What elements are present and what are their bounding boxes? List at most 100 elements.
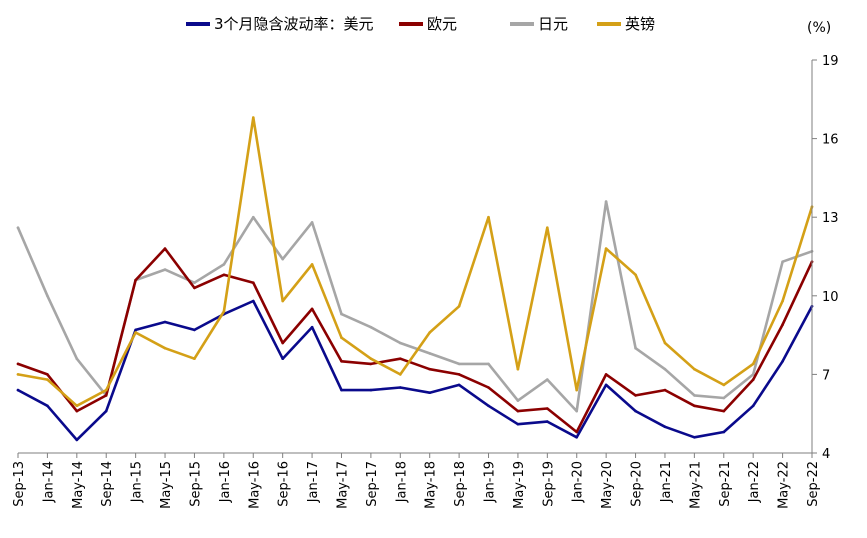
legend-label-0: 3个月隐含波动率：美元	[214, 15, 374, 33]
x-tick-label: Jan-21	[659, 461, 674, 503]
x-tick-label: Sep-21	[718, 461, 733, 507]
data-point	[457, 373, 461, 376]
data-point	[781, 360, 784, 363]
x-tick-label: May-18	[424, 461, 439, 509]
data-point	[134, 278, 137, 282]
data-point	[193, 286, 196, 290]
data-point	[222, 273, 226, 277]
x-tick-label: Sep-20	[630, 461, 645, 507]
data-point	[163, 346, 167, 350]
y-tick-label: 10	[822, 290, 839, 305]
data-point	[693, 367, 696, 371]
data-point	[281, 357, 285, 361]
data-point	[634, 394, 637, 397]
x-tick-label: Jan-20	[571, 461, 586, 503]
data-point	[75, 404, 79, 408]
data-point	[663, 388, 667, 392]
data-point	[16, 388, 20, 392]
data-point	[134, 331, 137, 334]
data-point	[46, 378, 49, 381]
data-point	[252, 299, 255, 303]
data-point	[340, 360, 343, 363]
data-point	[369, 388, 373, 392]
data-point	[369, 325, 373, 329]
data-point	[193, 328, 196, 332]
data-point	[104, 388, 108, 392]
x-tick-label: Sep-14	[100, 461, 115, 507]
y-unit-label: (%)	[807, 20, 831, 36]
data-point	[634, 409, 637, 413]
data-point	[310, 307, 314, 311]
x-tick-label: Sep-15	[188, 461, 203, 507]
x-tick-label: May-16	[247, 461, 262, 509]
legend-label-1: 欧元	[427, 15, 457, 33]
data-point	[134, 328, 137, 332]
data-point	[516, 399, 520, 402]
data-point	[310, 263, 314, 266]
data-point	[369, 357, 373, 361]
data-point	[428, 352, 432, 355]
data-point	[193, 357, 196, 361]
x-tick-label: Jan-22	[747, 461, 762, 503]
data-point	[16, 226, 20, 229]
x-tick-label: May-20	[600, 461, 615, 509]
data-point	[751, 373, 755, 376]
data-point	[604, 200, 608, 203]
data-point	[369, 362, 373, 366]
data-point	[163, 320, 167, 324]
y-tick-label: 4	[822, 447, 830, 462]
data-point	[693, 436, 696, 439]
data-point	[722, 383, 726, 387]
data-point	[693, 404, 696, 408]
series-line-3	[16, 116, 814, 408]
x-tick-label: Sep-18	[453, 461, 468, 507]
series-line-2	[16, 200, 814, 413]
data-point	[252, 281, 255, 285]
data-point	[399, 373, 402, 376]
data-point	[575, 388, 578, 392]
data-point	[252, 215, 255, 219]
data-point	[16, 373, 20, 376]
data-point	[457, 383, 461, 387]
data-point	[457, 305, 461, 308]
data-point	[75, 357, 79, 361]
data-point	[310, 325, 314, 329]
x-tick-label: Sep-22	[806, 461, 821, 507]
x-tick-label: Sep-17	[365, 461, 380, 507]
data-point	[340, 312, 343, 316]
data-point	[487, 404, 490, 408]
data-point	[634, 346, 637, 350]
data-point	[516, 409, 520, 413]
data-point	[281, 299, 285, 303]
x-tick-label: Sep-16	[277, 461, 292, 507]
data-point	[104, 409, 108, 413]
data-point	[781, 299, 784, 303]
legend-label-2: 日元	[538, 15, 568, 33]
data-point	[399, 386, 402, 389]
data-point	[487, 362, 490, 366]
y-tick-label: 7	[822, 368, 830, 383]
data-point	[310, 221, 314, 224]
data-point	[722, 430, 726, 434]
data-point	[693, 394, 696, 397]
data-point	[516, 367, 520, 371]
data-point	[546, 378, 549, 381]
data-point	[252, 116, 255, 119]
x-tick-label: Jan-18	[394, 461, 409, 503]
data-point	[399, 357, 402, 361]
data-point	[546, 420, 549, 423]
data-point	[46, 294, 49, 298]
data-point	[722, 396, 726, 400]
data-point	[46, 404, 49, 408]
data-point	[487, 386, 490, 389]
data-point	[516, 422, 520, 426]
data-point	[781, 260, 784, 264]
x-tick-label: May-14	[71, 461, 86, 509]
data-point	[604, 383, 608, 387]
data-point	[751, 404, 755, 408]
data-point	[487, 215, 490, 219]
y-tick-label: 13	[822, 211, 839, 226]
x-tick-label: May-19	[512, 461, 527, 509]
